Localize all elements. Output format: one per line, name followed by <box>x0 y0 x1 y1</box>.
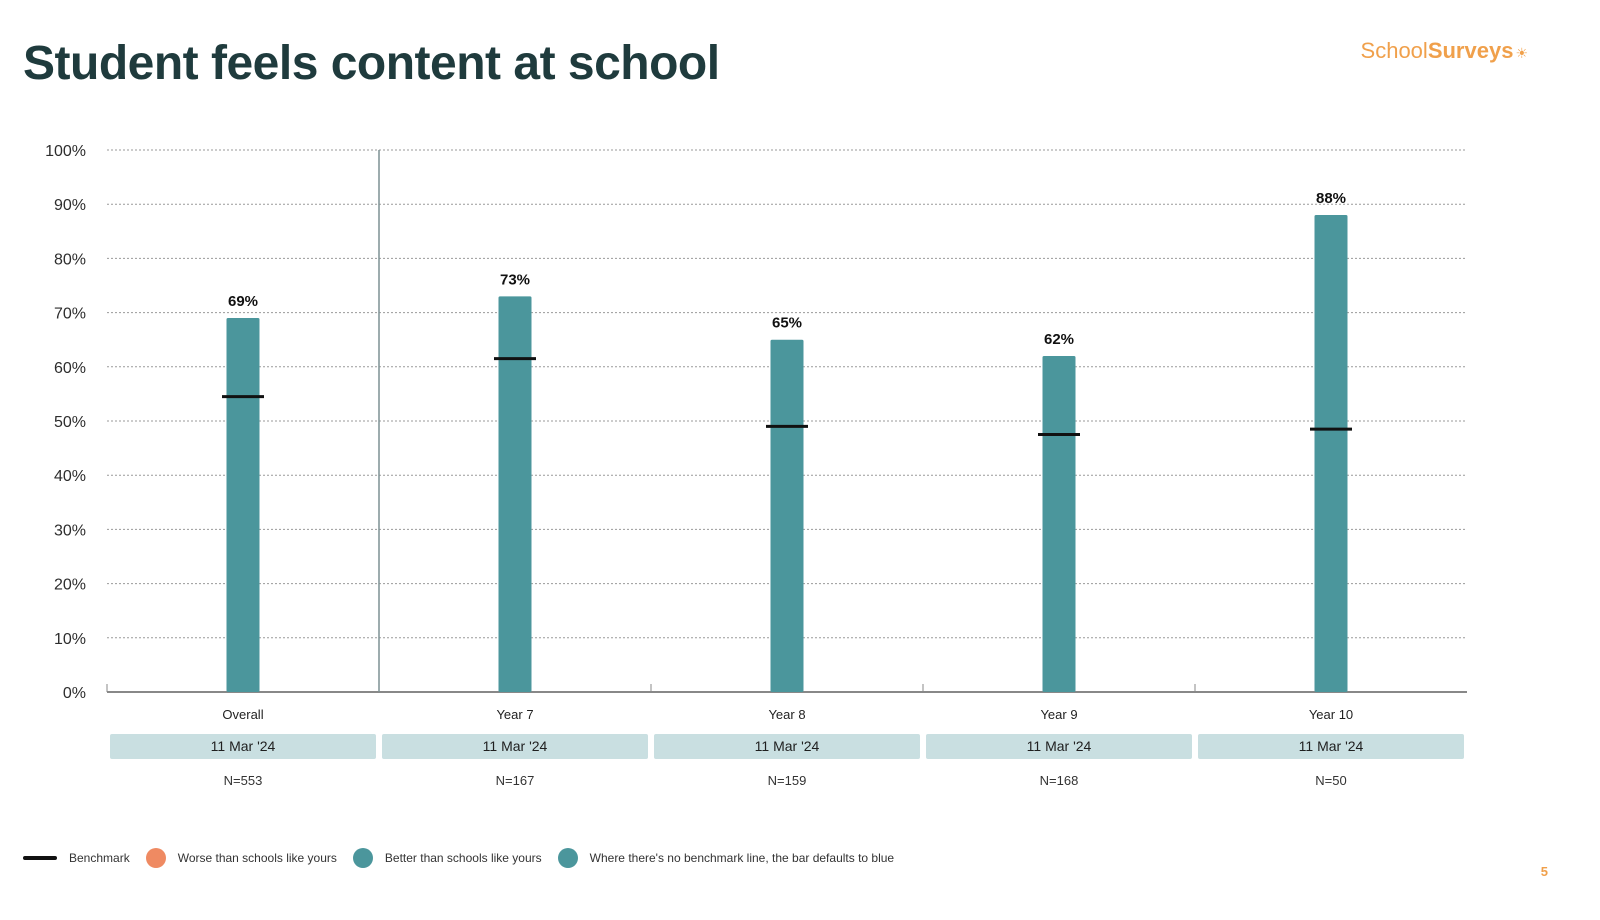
logo-text-surveys: Surveys <box>1427 38 1514 63</box>
better-dot-swatch <box>352 848 373 868</box>
bar <box>498 296 532 692</box>
logo-text-school: School <box>1360 38 1428 63</box>
y-tick-label: 90% <box>54 197 86 214</box>
legend-item-better: Better than schools like yours <box>352 848 542 868</box>
benchmark-line-swatch <box>23 856 57 860</box>
sample-size-label: N=553 <box>224 773 263 788</box>
y-tick-label: 70% <box>54 306 86 323</box>
chart-legend: Benchmark Worse than schools like yours … <box>23 848 910 868</box>
date-box <box>382 734 648 759</box>
brand-logo: SchoolSurveys ☀ <box>1361 38 1528 64</box>
date-box <box>654 734 920 759</box>
sample-size-label: N=50 <box>1315 773 1346 788</box>
x-category-label: Year 9 <box>1040 707 1077 722</box>
date-label: 11 Mar '24 <box>755 738 820 754</box>
legend-label-benchmark: Benchmark <box>69 851 130 865</box>
date-label: 11 Mar '24 <box>211 738 276 754</box>
y-tick-label: 60% <box>54 360 86 377</box>
date-label: 11 Mar '24 <box>1027 738 1092 754</box>
legend-item-no-benchmark: Where there's no benchmark line, the bar… <box>557 848 895 868</box>
legend-item-benchmark: Benchmark <box>23 851 130 865</box>
legend-label-worse: Worse than schools like yours <box>177 851 337 865</box>
sample-size-label: N=167 <box>496 773 535 788</box>
date-box <box>110 734 376 759</box>
date-box <box>1198 734 1464 759</box>
no-benchmark-dot-swatch <box>557 848 578 868</box>
date-label: 11 Mar '24 <box>1299 738 1364 754</box>
y-tick-label: 100% <box>45 143 86 160</box>
page-number: 5 <box>1540 864 1548 879</box>
y-tick-label: 40% <box>54 468 86 485</box>
sample-size-label: N=159 <box>768 773 807 788</box>
y-tick-label: 0% <box>63 685 86 702</box>
y-tick-label: 50% <box>54 414 86 431</box>
data-label: 65% <box>772 315 802 332</box>
bar <box>226 318 260 692</box>
legend-item-worse: Worse than schools like yours <box>145 848 337 868</box>
date-box <box>926 734 1192 759</box>
sample-size-label: N=168 <box>1040 773 1079 788</box>
data-label: 88% <box>1316 190 1346 207</box>
y-tick-label: 80% <box>54 251 86 268</box>
worse-dot-swatch <box>145 848 166 868</box>
bar <box>1042 355 1076 692</box>
data-label: 62% <box>1044 331 1074 348</box>
bar <box>1314 215 1348 693</box>
date-label: 11 Mar '24 <box>483 738 548 754</box>
y-tick-label: 20% <box>54 577 86 594</box>
page-title: Student feels content at school <box>23 37 720 90</box>
y-tick-label: 10% <box>54 631 86 648</box>
x-category-label: Year 10 <box>1309 707 1353 722</box>
sun-icon: ☀ <box>1515 45 1528 61</box>
bar <box>770 339 804 692</box>
x-category-label: Year 8 <box>768 707 805 722</box>
y-tick-label: 30% <box>54 522 86 539</box>
legend-label-better: Better than schools like yours <box>384 851 542 865</box>
bar-chart: 0% 10% 20% 30% 40% 50% 60% 70% 80% 90% 100% 69% Over… <box>45 143 1467 788</box>
data-label: 69% <box>228 293 258 310</box>
legend-label-no-benchmark: Where there's no benchmark line, the bar… <box>589 851 895 865</box>
x-category-label: Year 7 <box>496 707 533 722</box>
data-label: 73% <box>500 271 530 288</box>
x-category-label: Overall <box>222 707 263 722</box>
